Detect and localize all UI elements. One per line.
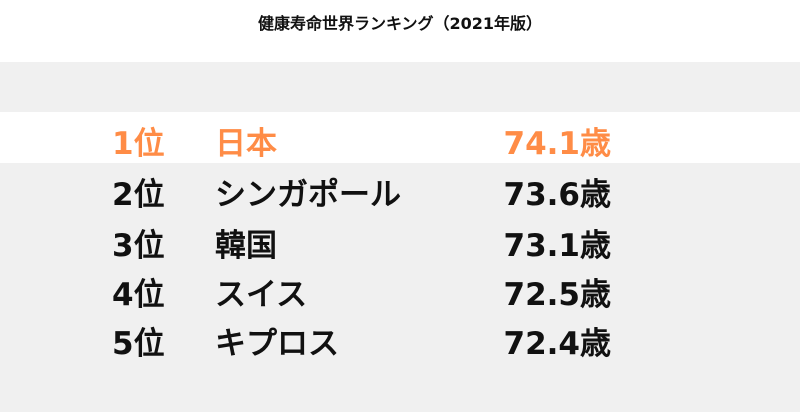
country: 日本 [215, 126, 277, 162]
ranking-row-5: 5位 キプロス 72.4歳 [0, 312, 800, 362]
rank: 1位 [112, 126, 165, 162]
life-expectancy: 74.1歳 [503, 126, 612, 162]
ranking-row-3: 3位 韓国 73.1歳 [0, 214, 800, 264]
highlight-band [0, 112, 800, 163]
page-title: 健康寿命世界ランキング（2021年版） [257, 14, 543, 33]
country: キプロス [215, 326, 339, 362]
ranking-row-4: 4位 スイス 72.5歳 [0, 263, 800, 313]
country: 韓国 [215, 228, 277, 264]
ranking-row-1: 1位 日本 74.1歳 [0, 112, 800, 162]
life-expectancy: 72.5歳 [503, 277, 612, 313]
rank: 3位 [112, 228, 165, 264]
life-expectancy: 73.6歳 [503, 177, 612, 213]
country: スイス [215, 277, 308, 313]
rank: 4位 [112, 277, 165, 313]
rank: 2位 [112, 177, 165, 213]
rank: 5位 [112, 326, 165, 362]
ranking-row-2: 2位 シンガポール 73.6歳 [0, 163, 800, 213]
life-expectancy: 72.4歳 [503, 326, 612, 362]
life-expectancy: 73.1歳 [503, 228, 612, 264]
country: シンガポール [215, 177, 401, 213]
